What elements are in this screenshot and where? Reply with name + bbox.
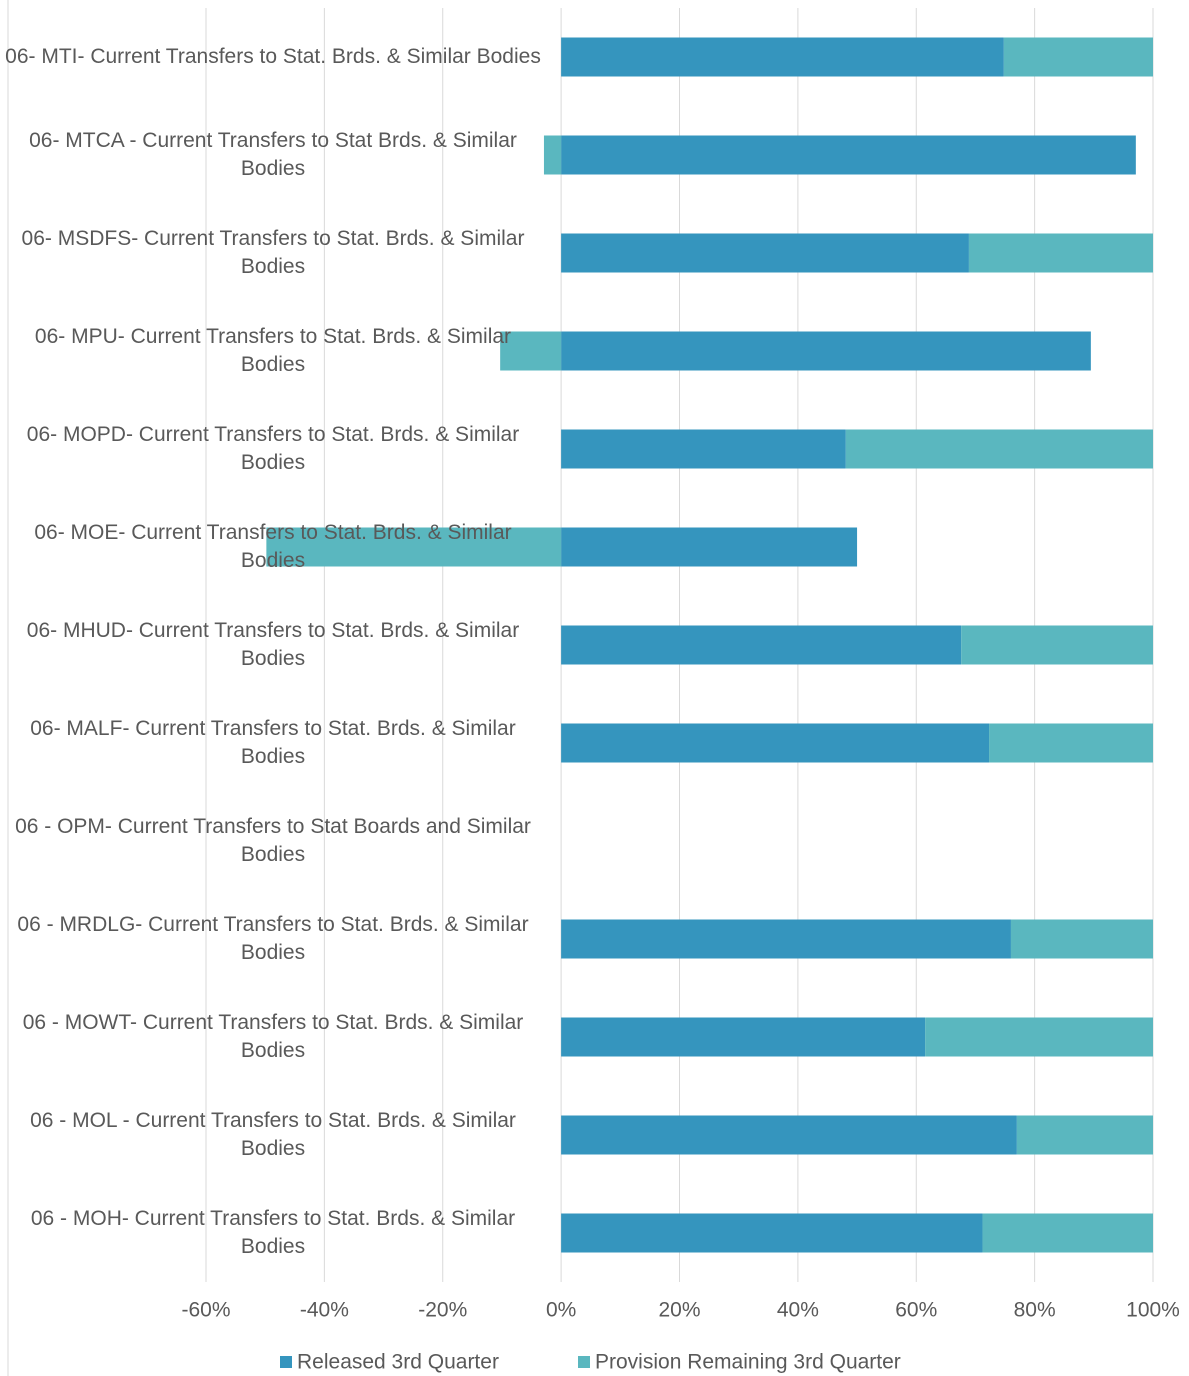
bar-segment <box>561 625 962 665</box>
bar-segment <box>500 331 562 371</box>
category-label: 06- MSDFS- Current Transfers to Stat. Br… <box>21 227 525 278</box>
category-label: 06 - MOH- Current Transfers to Stat. Brd… <box>30 1207 516 1258</box>
category-label: 06 - OPM- Current Transfers to Stat Boar… <box>15 815 531 866</box>
category-label: 06- MTCA - Current Transfers to Stat Brd… <box>29 129 517 180</box>
x-tick-label: -60% <box>181 1299 230 1322</box>
bar-segment <box>561 1115 1017 1155</box>
legend-label: Provision Remaining 3rd Quarter <box>595 1351 901 1374</box>
bar-segment <box>561 429 846 469</box>
x-tick-label: 0% <box>546 1299 576 1322</box>
legend-swatch <box>280 1356 292 1368</box>
bar-segment <box>266 527 562 567</box>
bar-segment <box>1003 37 1153 77</box>
x-tick-label: 60% <box>895 1299 937 1322</box>
x-tick-label: 20% <box>658 1299 700 1322</box>
category-label: 06 - MOL - Current Transfers to Stat. Br… <box>30 1109 516 1160</box>
bar-segment <box>961 625 1153 665</box>
bar-segment <box>982 1213 1153 1253</box>
bar-segment <box>989 723 1153 763</box>
category-label: 06 - MOWT- Current Transfers to Stat. Br… <box>22 1011 524 1062</box>
bar-segment <box>845 429 1153 469</box>
category-label: 06 - MRDLG- Current Transfers to Stat. B… <box>17 913 529 964</box>
bar-segment <box>1016 1115 1153 1155</box>
legend-swatch <box>578 1356 590 1368</box>
legend-label: Released 3rd Quarter <box>297 1351 499 1374</box>
bar-segment <box>561 527 858 567</box>
x-tick-label: 100% <box>1126 1299 1180 1322</box>
category-label: 06- MOE- Current Transfers to Stat. Brds… <box>34 521 512 572</box>
category-label: 06- MOPD- Current Transfers to Stat. Brd… <box>26 423 520 474</box>
bar-segment <box>561 723 990 763</box>
category-label: 06- MALF- Current Transfers to Stat. Brd… <box>30 717 516 768</box>
bar-segment <box>561 919 1011 959</box>
bar-segment <box>561 1213 983 1253</box>
x-tick-label: 80% <box>1014 1299 1056 1322</box>
bar-segment <box>543 135 562 175</box>
x-tick-label: 40% <box>777 1299 819 1322</box>
bar-segment <box>561 37 1004 77</box>
category-label: 06- MHUD- Current Transfers to Stat. Brd… <box>26 619 520 670</box>
x-tick-label: -20% <box>418 1299 467 1322</box>
bar-segment <box>561 331 1091 371</box>
bar-segment <box>968 233 1153 273</box>
bar-segment <box>561 1017 926 1057</box>
bar-segment <box>561 135 1136 175</box>
category-label: 06- MTI- Current Transfers to Stat. Brds… <box>5 45 541 68</box>
category-label: 06- MPU- Current Transfers to Stat. Brds… <box>34 325 512 376</box>
bar-segment <box>1010 919 1153 959</box>
bar-segment <box>561 233 969 273</box>
bar-segment <box>925 1017 1153 1057</box>
x-tick-label: -40% <box>300 1299 349 1322</box>
